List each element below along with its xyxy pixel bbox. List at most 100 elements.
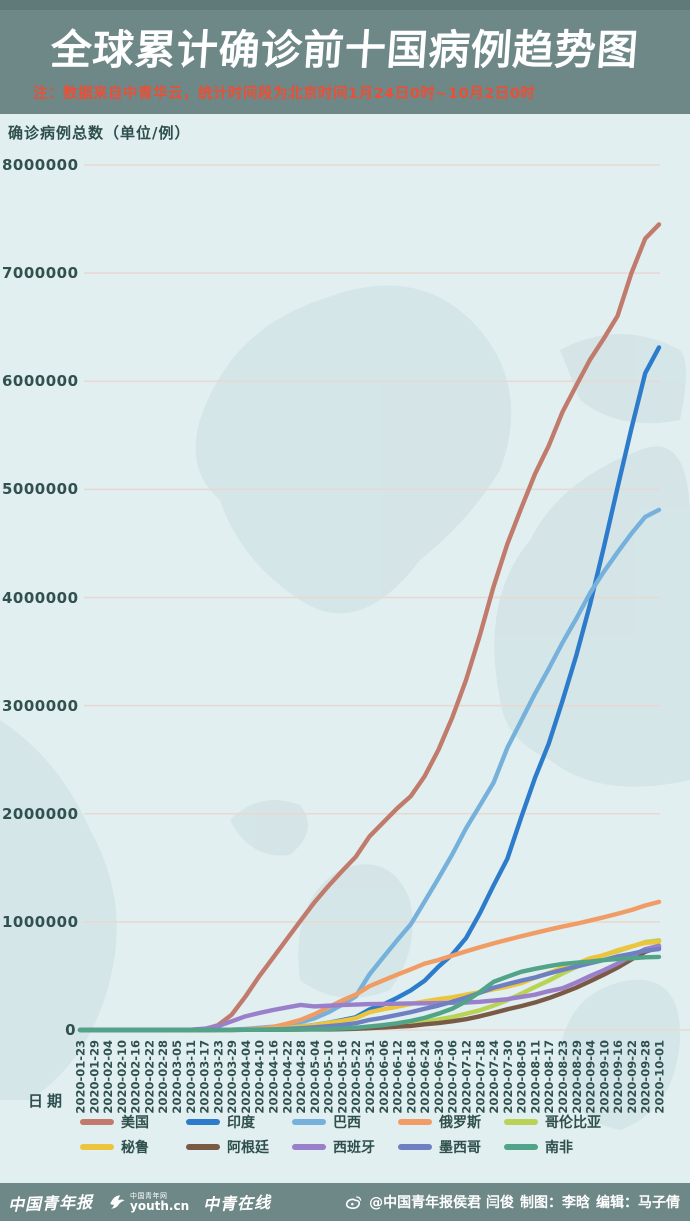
x-tick-label: 2020-07-30 xyxy=(501,1040,515,1114)
line-chart: 2020-01-23 2020-01-29 2020-02-04 2020-02-10… xyxy=(74,164,690,1114)
x-tick-label: 2020-08-05 xyxy=(515,1040,529,1114)
footer-credits: @中国青年报侯君 闫俊 制图：李晗 编辑：马子倩 xyxy=(344,1192,680,1212)
x-tick-label: 2020-02-16 xyxy=(129,1040,143,1114)
legend-swatch-brazil xyxy=(292,1119,326,1125)
y-tick-label-1000000: 1000000 xyxy=(2,912,79,931)
legend-item-argentina: 阿根廷 xyxy=(186,1139,292,1156)
footer: 中国青年报 中国青年网 youth.cn 中青在线 @中国青年报侯君 闫俊 制图… xyxy=(0,1183,690,1221)
x-tick-label: 2020-04-10 xyxy=(253,1040,267,1114)
x-tick-label: 2020-02-04 xyxy=(101,1040,115,1114)
x-tick-label: 2020-05-04 xyxy=(308,1040,322,1114)
legend-label-spain: 西班牙 xyxy=(333,1140,375,1156)
x-tick-label: 2020-05-31 xyxy=(363,1040,377,1114)
legend-item-us: 美国 xyxy=(80,1114,186,1131)
legend-item-brazil: 巴西 xyxy=(292,1114,398,1131)
legend-label-south-africa: 南非 xyxy=(545,1140,573,1156)
legend-swatch-argentina xyxy=(186,1144,220,1150)
x-tick-label: 2020-05-22 xyxy=(349,1040,363,1114)
y-tick-label-2000000: 2000000 xyxy=(2,804,79,823)
legend-label-mexico: 墨西哥 xyxy=(439,1140,481,1156)
world-map-background xyxy=(0,285,690,1130)
x-tick-label: 2020-08-17 xyxy=(542,1040,556,1114)
legend: 美国 印度 巴西 俄罗斯 哥伦比亚 秘鲁 阿根廷 西班牙 墨西哥 南非 xyxy=(0,1114,690,1164)
footer-logos: 中国青年报 中国青年网 youth.cn 中青在线 xyxy=(8,1190,272,1215)
legend-swatch-peru xyxy=(80,1144,114,1150)
youth-net-name: 中国青年网 xyxy=(130,1191,168,1200)
legend-row-1: 美国 印度 巴西 俄罗斯 哥伦比亚 xyxy=(0,1114,690,1131)
x-tick-label: 2020-04-04 xyxy=(239,1040,253,1114)
x-tick-label: 2020-05-10 xyxy=(322,1040,336,1114)
legend-swatch-spain xyxy=(292,1144,326,1150)
legend-swatch-mexico xyxy=(398,1144,432,1150)
legend-label-peru: 秘鲁 xyxy=(121,1140,149,1156)
page-title: 全球累计确诊前十国病例趋势图 xyxy=(49,26,641,74)
x-tick-label: 2020-03-17 xyxy=(198,1040,212,1114)
legend-label-colombia: 哥伦比亚 xyxy=(545,1115,601,1131)
x-tick-label: 2020-06-18 xyxy=(404,1040,418,1114)
x-tick-label: 2020-08-29 xyxy=(570,1040,584,1114)
x-tick-label: 2020-07-06 xyxy=(446,1040,460,1114)
y-tick-label-6000000: 6000000 xyxy=(2,372,79,391)
y-tick-label-8000000: 8000000 xyxy=(2,156,79,174)
legend-item-mexico: 墨西哥 xyxy=(398,1139,504,1156)
legend-swatch-india xyxy=(186,1119,220,1125)
chart-area: 确诊病例总数（单位/例） 2020-01-23 2020-01-29 2020-02… xyxy=(0,114,690,1183)
x-tick-label: 2020-02-28 xyxy=(156,1040,170,1114)
y-tick-label-3000000: 3000000 xyxy=(2,696,79,715)
chart-maker-credit: 制图：李晗 xyxy=(520,1195,590,1211)
header: 全球累计确诊前十国病例趋势图 注：数据来自中青华云，统计时间段为北京时间1月24… xyxy=(0,0,690,114)
x-tick-label: 2020-04-16 xyxy=(267,1040,281,1114)
y-tick-label-7000000: 7000000 xyxy=(2,264,79,283)
y-axis-title: 确诊病例总数（单位/例） xyxy=(8,124,191,142)
x-tick-label: 2020-06-24 xyxy=(418,1040,432,1114)
series-line-brazil xyxy=(77,507,662,1033)
legend-row-2: 秘鲁 阿根廷 西班牙 墨西哥 南非 xyxy=(0,1139,690,1156)
data-source-note: 注：数据来自中青华云，统计时间段为北京时间1月24日0时~10月2日0时 xyxy=(33,86,536,102)
x-tick-label: 2020-04-22 xyxy=(280,1040,294,1114)
x-tick-label: 2020-03-29 xyxy=(225,1040,239,1114)
x-tick-label: 2020-02-22 xyxy=(142,1040,156,1114)
series-line-south-africa xyxy=(77,954,662,1033)
x-tick-label: 2020-09-16 xyxy=(611,1040,625,1114)
x-tick-label: 2020-08-11 xyxy=(528,1040,542,1114)
header-top-strip xyxy=(0,0,690,10)
legend-item-south-africa: 南非 xyxy=(504,1139,610,1156)
youth-cn-logo: 中国青年网 youth.cn xyxy=(107,1192,189,1212)
x-tick-label: 2020-03-05 xyxy=(170,1040,184,1114)
legend-label-russia: 俄罗斯 xyxy=(439,1115,481,1131)
legend-label-us: 美国 xyxy=(121,1115,149,1131)
x-tick-label: 2020-07-24 xyxy=(487,1040,501,1114)
x-tick-label: 2020-02-10 xyxy=(115,1040,129,1114)
x-tick-label: 2020-05-16 xyxy=(335,1040,349,1114)
x-tick-label: 2020-07-12 xyxy=(460,1040,474,1114)
x-tick-label: 2020-01-29 xyxy=(87,1040,101,1114)
x-tick-label: 2020-01-23 xyxy=(74,1040,88,1114)
x-axis-title: 日期 xyxy=(28,1092,67,1110)
x-tick-label: 2020-10-01 xyxy=(653,1040,667,1114)
legend-label-brazil: 巴西 xyxy=(333,1115,361,1131)
editor-credit: 编辑：马子倩 xyxy=(596,1195,680,1211)
legend-label-india: 印度 xyxy=(227,1115,255,1131)
youth-net-url: youth.cn xyxy=(130,1198,190,1213)
x-tick-label: 2020-03-23 xyxy=(211,1040,225,1114)
x-tick-label: 2020-06-06 xyxy=(377,1040,391,1114)
zhongqing-online-logo: 中青在线 xyxy=(202,1192,272,1215)
legend-item-spain: 西班牙 xyxy=(292,1139,398,1156)
legend-item-russia: 俄罗斯 xyxy=(398,1114,504,1131)
weibo-icon xyxy=(346,1195,362,1209)
legend-label-argentina: 阿根廷 xyxy=(227,1140,269,1156)
y-tick-label-0: 0 xyxy=(65,1021,76,1039)
dove-icon xyxy=(110,1195,125,1209)
x-tick-label: 2020-08-23 xyxy=(556,1040,570,1114)
legend-swatch-us xyxy=(80,1119,114,1125)
x-tick-label: 2020-09-22 xyxy=(625,1040,639,1114)
legend-item-colombia: 哥伦比亚 xyxy=(504,1114,610,1131)
x-tick-label: 2020-04-28 xyxy=(294,1040,308,1114)
y-tick-label-5000000: 5000000 xyxy=(2,480,79,499)
x-tick-label: 2020-07-18 xyxy=(473,1040,487,1114)
x-tick-label: 2020-09-04 xyxy=(584,1040,598,1114)
legend-swatch-south-africa xyxy=(504,1144,538,1150)
x-tick-label: 2020-09-28 xyxy=(639,1040,653,1114)
x-tick-label: 2020-06-30 xyxy=(432,1040,446,1114)
